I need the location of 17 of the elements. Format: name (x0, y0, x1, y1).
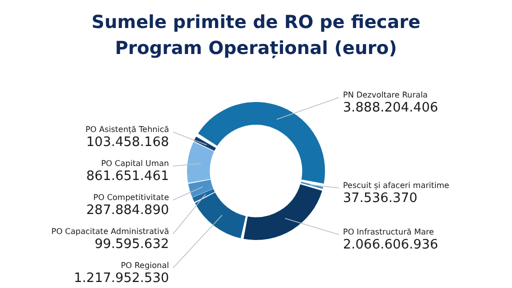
data-label: 3.888.204.406 (343, 100, 438, 116)
data-label: 103.458.168 (86, 135, 169, 150)
slice-label: PO Capital Uman (101, 159, 169, 168)
data-label: 1.217.952.530 (74, 271, 169, 286)
data-label: 37.536.370 (343, 190, 418, 206)
slice-label: PN Dezvoltare Rurala (343, 90, 428, 100)
data-label: 861.651.461 (86, 169, 169, 184)
slice-label: PO Asistență Tehnică (85, 125, 170, 134)
slice-label: PO Infrastructură Mare (343, 228, 434, 237)
chart-title: Sumele primite de RO pe fiecare Program Operațional (euro) (90, 11, 422, 61)
slice-label: PO Capacitate Administrativă (51, 227, 170, 236)
data-label: 2.066.606.936 (343, 238, 438, 253)
slice-label: Pescuit și afaceri maritime (343, 180, 450, 190)
data-label: 99.595.632 (94, 237, 169, 252)
slice-label: PO Competitivitate (93, 193, 170, 202)
slice-label: PO Regional (120, 261, 169, 270)
data-label: 287.884.890 (86, 203, 169, 218)
